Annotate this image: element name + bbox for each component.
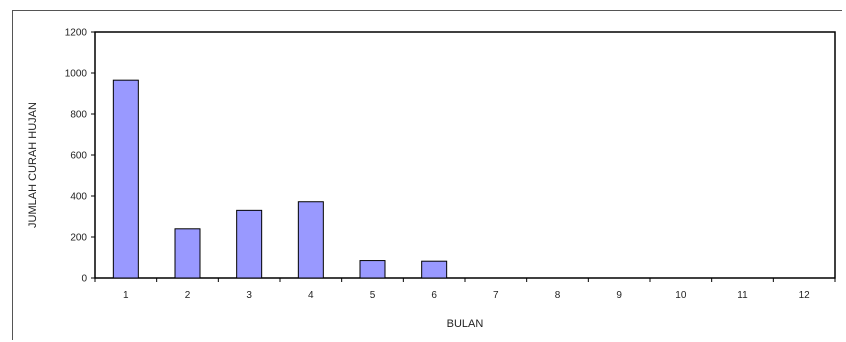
x-tick-label: 5 <box>370 290 376 301</box>
bar-month-3 <box>236 209 263 279</box>
x-tick-label: 4 <box>308 290 314 301</box>
y-tick-label: 200 <box>70 233 87 244</box>
bar-month-6 <box>421 260 448 279</box>
bars <box>112 79 448 279</box>
y-axis-label: JUMLAH CURAH HUJAN <box>27 102 39 228</box>
x-axis: 1 2 3 4 5 6 7 8 9 10 11 12 <box>94 278 836 301</box>
x-tick-label: 6 <box>431 290 437 301</box>
y-tick-label: 1000 <box>65 69 88 80</box>
bar-month-4 <box>297 201 324 279</box>
x-tick-label: 9 <box>616 290 622 301</box>
bar-month-1 <box>112 79 139 279</box>
y-tick-label: 1200 <box>65 28 88 39</box>
y-tick-label: 600 <box>70 151 87 162</box>
bar-month-5 <box>359 260 386 279</box>
y-tick-label: 0 <box>81 274 87 285</box>
x-tick-label: 12 <box>799 290 811 301</box>
y-tick-label: 400 <box>70 192 87 203</box>
y-tick-label: 800 <box>70 110 87 121</box>
x-tick-label: 7 <box>493 290 499 301</box>
x-tick-label: 1 <box>123 290 129 301</box>
plot-area <box>94 31 836 279</box>
x-tick-label: 11 <box>737 290 748 301</box>
x-axis-label: BULAN <box>447 318 484 330</box>
x-tick-label: 2 <box>185 290 191 301</box>
x-tick-label: 10 <box>675 290 687 301</box>
x-tick-label: 3 <box>246 290 252 301</box>
x-tick-label: 8 <box>555 290 561 301</box>
bar-month-2 <box>174 228 201 279</box>
y-axis: 0 200 400 600 800 1000 1200 <box>65 28 95 285</box>
